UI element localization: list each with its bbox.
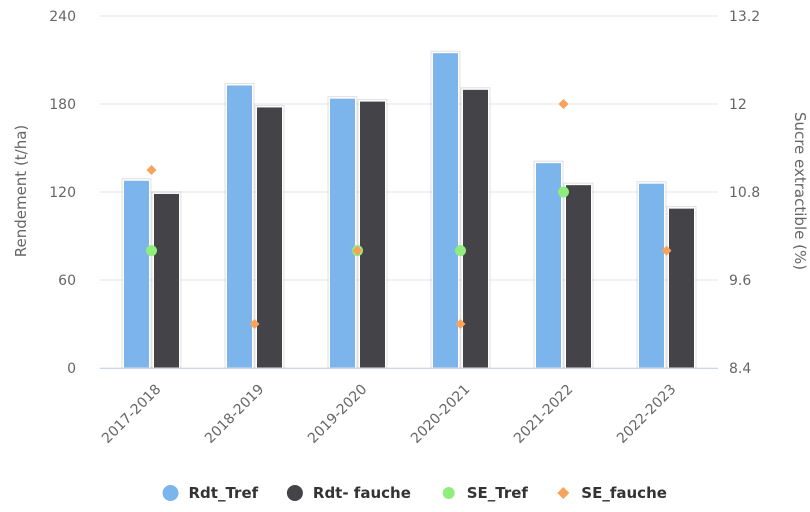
bars bbox=[121, 50, 697, 369]
y-axis-title-left: Rendement (t/ha) bbox=[12, 125, 30, 258]
y-tick-label-right: 12 bbox=[729, 97, 747, 113]
legend: Rdt_Tref Rdt- fauche SE_Tref SE_fauche bbox=[162, 484, 667, 502]
y-tick-label-right: 10.8 bbox=[729, 185, 760, 201]
marker-se-fauche bbox=[352, 245, 363, 256]
marker-se-tref bbox=[455, 245, 466, 257]
legend-label-rdt-tref: Rdt_Tref bbox=[189, 484, 259, 502]
y-tick-label-left: 0 bbox=[67, 361, 76, 377]
bar-rdt-tref bbox=[432, 52, 459, 369]
bar-rdt-tref bbox=[329, 97, 356, 369]
y-tick-label-right: 8.4 bbox=[729, 361, 751, 377]
y-tick-label-left: 120 bbox=[49, 185, 76, 201]
legend-symbol-rdt-fauche bbox=[286, 485, 303, 501]
y-tick-label-left: 60 bbox=[58, 273, 76, 289]
y-tick-label-left: 180 bbox=[49, 97, 76, 113]
y-tick-label-right: 9.6 bbox=[729, 273, 751, 289]
bar-rdt-fauche bbox=[256, 106, 283, 369]
bar-rdt-fauche bbox=[462, 88, 489, 369]
bar-rdt-tref bbox=[535, 162, 562, 369]
x-tick-label: 2018-2019 bbox=[202, 382, 267, 447]
y-tick-label-left: 240 bbox=[49, 9, 76, 25]
y-axis-title-right: Sucre extractible (%) bbox=[791, 112, 809, 270]
marker-se-fauche bbox=[249, 319, 260, 329]
marker-se-fauche bbox=[146, 165, 157, 175]
legend-label-rdt-fauche: Rdt- fauche bbox=[313, 484, 411, 502]
bar-rdt-fauche bbox=[565, 184, 592, 369]
x-tick-label: 2020-2021 bbox=[408, 382, 473, 447]
legend-symbol-se-fauche bbox=[557, 487, 570, 499]
bar-rdt-tref bbox=[638, 182, 665, 369]
markers bbox=[146, 99, 672, 329]
x-tick-label: 2019-2020 bbox=[305, 382, 370, 447]
marker-se-fauche bbox=[558, 99, 569, 109]
marker-se-tref bbox=[146, 245, 157, 257]
legend-label-se-fauche: SE_fauche bbox=[581, 484, 667, 502]
grid-lines bbox=[100, 15, 718, 369]
bar-rdt-tref bbox=[226, 84, 253, 369]
legend-symbol-rdt-tref bbox=[162, 485, 179, 501]
legend-symbol-se-tref bbox=[442, 487, 455, 499]
x-tick-label: 2017-2018 bbox=[99, 382, 164, 447]
x-tick-label: 2022-2023 bbox=[614, 382, 679, 447]
legend-label-se-tref: SE_Tref bbox=[467, 484, 529, 502]
marker-se-fauche bbox=[455, 319, 466, 329]
bar-rdt-tref bbox=[123, 179, 150, 369]
marker-se-tref bbox=[558, 186, 569, 198]
marker-se-fauche bbox=[661, 245, 672, 256]
y-tick-label-right: 13.2 bbox=[729, 9, 760, 25]
x-tick-label: 2021-2022 bbox=[511, 382, 576, 447]
bar-rdt-fauche bbox=[153, 192, 180, 369]
bar-rdt-fauche bbox=[359, 100, 386, 369]
bar-rdt-fauche bbox=[668, 207, 695, 369]
